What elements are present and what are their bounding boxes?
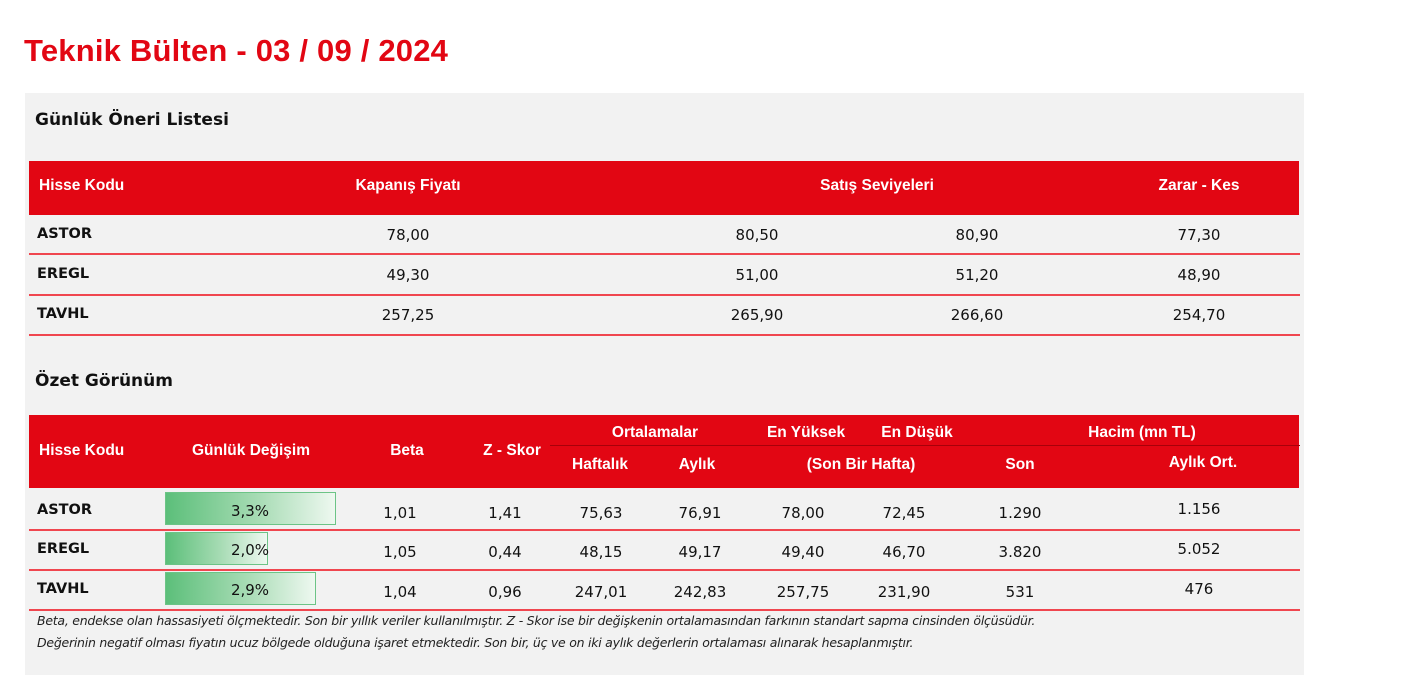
monthly-avg: 76,91: [678, 504, 722, 522]
week-high: 49,40: [781, 543, 825, 561]
volume-monthly-avg: 5.052: [1177, 540, 1221, 558]
stock-code: ASTOR: [37, 502, 93, 518]
beta-value: 1,04: [383, 583, 417, 601]
sell-level-2: 51,20: [955, 266, 999, 284]
row-divider: [29, 334, 1300, 336]
row-divider: [29, 253, 1300, 255]
col-header-daily-change: Günlük Değişim: [192, 442, 310, 459]
week-low: 72,45: [882, 504, 926, 522]
page-title: Teknik Bülten - 03 / 09 / 2024: [24, 33, 449, 68]
monthly-avg: 49,17: [678, 543, 722, 561]
beta-value: 1,05: [383, 543, 417, 561]
volume-last: 1.290: [998, 504, 1042, 522]
col-header-code: Hisse Kodu: [39, 442, 125, 459]
close-price: 78,00: [386, 226, 430, 244]
weekly-avg: 48,15: [579, 543, 623, 561]
footnote-line-1: Beta, endekse olan hassasiyeti ölçmekted…: [37, 613, 1036, 628]
col-header-volume: Hacim (mn TL): [1088, 424, 1196, 441]
beta-value: 1,01: [383, 504, 417, 522]
col-header-close: Kapanış Fiyatı: [355, 177, 461, 194]
stock-code: EREGL: [37, 266, 90, 282]
zscore-value: 0,96: [488, 583, 522, 601]
col-header-weekly: Haftalık: [572, 456, 628, 473]
daily-change-value: 2,9%: [230, 581, 270, 599]
zscore-value: 0,44: [488, 543, 522, 561]
col-header-averages: Ortalamalar: [611, 424, 699, 441]
col-header-monthly: Aylık: [678, 456, 716, 473]
week-low: 46,70: [882, 543, 926, 561]
sell-level-1: 51,00: [735, 266, 779, 284]
row-divider: [29, 294, 1300, 296]
monthly-avg: 242,83: [673, 583, 727, 601]
recommendations-title: Günlük Öneri Listesi: [35, 110, 229, 130]
recommendations-table-header: Hisse Kodu Kapanış Fiyatı Satış Seviyele…: [29, 161, 1299, 215]
sell-level-2: 80,90: [955, 226, 999, 244]
sell-level-1: 265,90: [730, 306, 784, 324]
stock-code: ASTOR: [37, 226, 93, 242]
header-subdivider: [550, 445, 1300, 446]
week-high: 257,75: [776, 583, 830, 601]
close-price: 257,25: [381, 306, 435, 324]
row-divider: [29, 569, 1300, 571]
col-header-stop-loss: Zarar - Kes: [1158, 177, 1240, 194]
volume-last: 531: [1005, 583, 1035, 601]
daily-change-value: 2,0%: [230, 541, 270, 559]
row-divider: [29, 529, 1300, 531]
summary-title: Özet Görünüm: [35, 371, 173, 391]
summary-table-header: Hisse Kodu Günlük Değişim Beta Z - Skor …: [29, 415, 1299, 488]
stop-loss: 254,70: [1172, 306, 1226, 324]
sell-level-1: 80,50: [735, 226, 779, 244]
col-header-high: En Yüksek: [766, 424, 846, 441]
stock-code: EREGL: [37, 541, 90, 557]
week-low: 231,90: [877, 583, 931, 601]
col-header-sell-levels: Satış Seviyeleri: [820, 177, 934, 194]
daily-change-bar: [165, 572, 316, 605]
col-header-volume-last: Son: [1005, 456, 1035, 473]
weekly-avg: 75,63: [579, 504, 623, 522]
footnote-line-2: Değerinin negatif olması fiyatın ucuz bö…: [37, 635, 914, 650]
week-high: 78,00: [781, 504, 825, 522]
stop-loss: 48,90: [1177, 266, 1221, 284]
weekly-avg: 247,01: [574, 583, 628, 601]
volume-monthly-avg: 1.156: [1177, 500, 1221, 518]
row-divider: [29, 609, 1300, 611]
col-header-beta: Beta: [390, 442, 424, 459]
daily-change-bar: [165, 492, 336, 525]
stock-code: TAVHL: [37, 581, 89, 597]
col-header-volume-monthly-avg: Aylık Ort.: [1168, 454, 1238, 471]
daily-change-value: 3,3%: [230, 502, 270, 520]
stock-code: TAVHL: [37, 306, 89, 322]
volume-last: 3.820: [998, 543, 1042, 561]
col-header-zscore: Z - Skor: [483, 442, 541, 459]
volume-monthly-avg: 476: [1184, 580, 1214, 598]
stop-loss: 77,30: [1177, 226, 1221, 244]
daily-change-bar: [165, 532, 268, 565]
col-header-low: En Düşük: [881, 424, 953, 441]
sell-level-2: 266,60: [950, 306, 1004, 324]
close-price: 49,30: [386, 266, 430, 284]
col-header-last-week: (Son Bir Hafta): [806, 456, 916, 473]
col-header-code: Hisse Kodu: [39, 177, 125, 194]
zscore-value: 1,41: [488, 504, 522, 522]
